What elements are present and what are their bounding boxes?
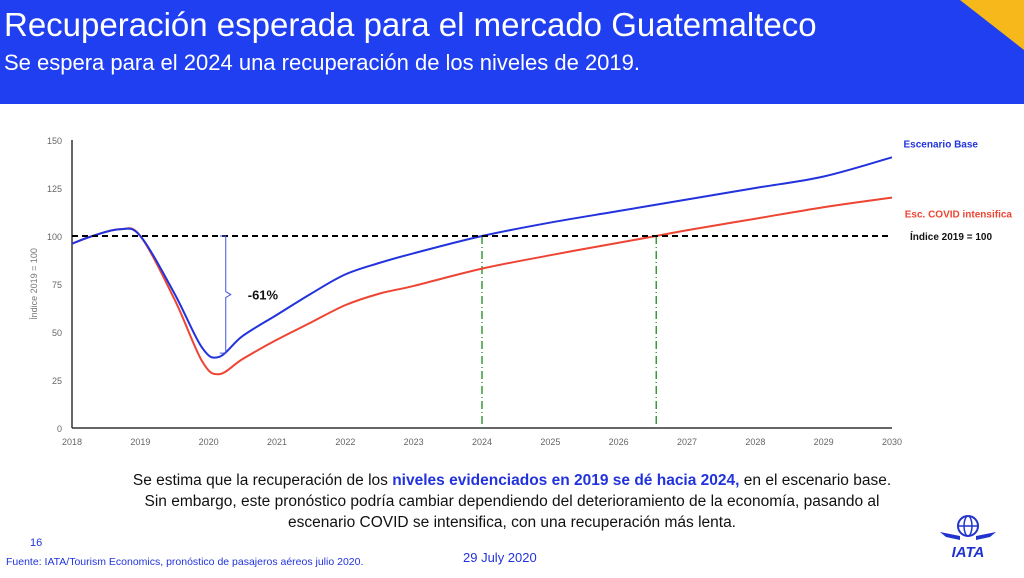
summary-line1-a: Se estima que la recuperación de los <box>132 472 393 489</box>
summary-line1-b: en el escenario base. <box>739 472 892 489</box>
page-title: Recuperación esperada para el mercado Gu… <box>4 6 817 43</box>
corner-accent <box>960 0 1024 50</box>
y-tick-label: 25 <box>52 376 62 386</box>
source-note: Fuente: IATA/Tourism Economics, pronósti… <box>6 556 364 568</box>
iata-logo: IATA <box>940 515 996 561</box>
x-tick-label: 2023 <box>404 437 424 447</box>
x-tick-label: 2020 <box>199 437 219 447</box>
x-tick-label: 2027 <box>677 437 697 447</box>
summary-line3: escenario COVID se intensifica, con una … <box>287 514 736 531</box>
summary-text: Se estima que la recuperación de los niv… <box>0 470 1024 533</box>
y-tick-label: 50 <box>52 328 62 338</box>
y-tick-label: 125 <box>47 184 62 194</box>
y-tick-label: 0 <box>57 424 62 434</box>
x-tick-label: 2028 <box>745 437 765 447</box>
y-axis-label: Índice 2019 = 100 <box>29 248 39 320</box>
x-tick-label: 2026 <box>609 437 629 447</box>
x-tick-label: 2029 <box>814 437 834 447</box>
y-tick-label: 75 <box>52 280 62 290</box>
y-tick-label: 100 <box>47 232 62 242</box>
x-tick-label: 2024 <box>472 437 492 447</box>
summary-line2: Sin embargo, este pronóstico podría camb… <box>144 493 880 510</box>
legend-base: Escenario Base <box>904 139 979 150</box>
series-line <box>71 156 893 359</box>
drop-annotation: -61% <box>248 288 279 303</box>
x-tick-label: 2022 <box>335 437 355 447</box>
drop-bracket <box>219 235 232 354</box>
x-tick-label: 2030 <box>882 437 902 447</box>
summary-highlight: niveles evidenciados en 2019 se dé hacia… <box>392 472 740 489</box>
date: 29 July 2020 <box>463 550 537 565</box>
line-chart: 0 25 50 75 100 125 150 2018 2019 2020 2021 2022 2023… <box>29 136 1013 447</box>
x-tick-label: 2025 <box>540 437 560 447</box>
page-number: 16 <box>30 537 43 549</box>
page-subtitle: Se espera para el 2024 una recuperación … <box>4 50 641 75</box>
header-banner: Recuperación esperada para el mercado Gu… <box>0 0 1024 104</box>
legend-covid: Esc. COVID intensifica <box>905 210 1013 221</box>
y-tick-label: 150 <box>47 136 62 146</box>
x-tick-label: 2021 <box>267 437 287 447</box>
x-tick-label: 2018 <box>62 437 82 447</box>
reference-label: Índice 2019 = 100 <box>910 230 992 243</box>
svg-text:IATA: IATA <box>952 544 985 561</box>
x-tick-label: 2019 <box>130 437 150 447</box>
